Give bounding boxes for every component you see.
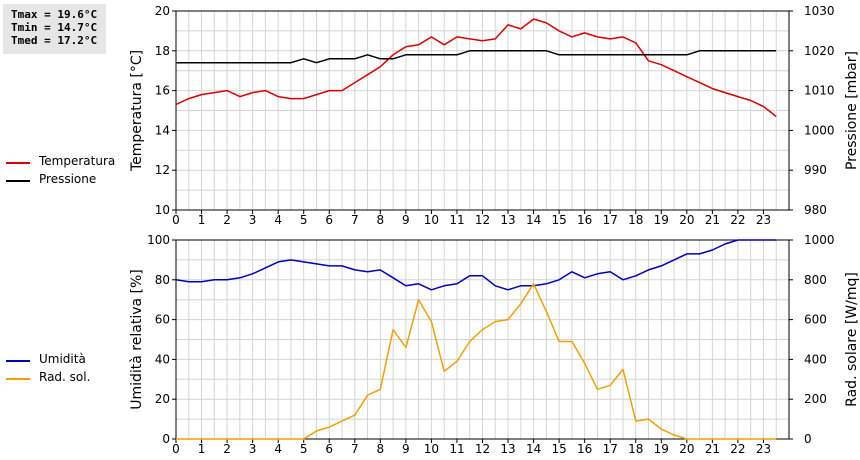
- bottom-x-tick-label: 0: [172, 442, 180, 456]
- bottom-x-tick-label: 12: [475, 442, 490, 456]
- bottom-x-tick-label: 6: [325, 442, 333, 456]
- top-yl-tick-label: 16: [155, 84, 170, 98]
- top-x-tick-label: 16: [577, 213, 592, 227]
- top-x-tick-label: 12: [475, 213, 490, 227]
- bottom-yl-tick-label: 80: [155, 273, 170, 287]
- stats-box: Tmax = 19.6°C Tmin = 14.7°C Tmed = 17.2°…: [3, 4, 106, 54]
- bottom-x-tick-label: 20: [679, 442, 694, 456]
- tmin-stat: Tmin = 14.7°C: [11, 21, 98, 34]
- bottom-x-tick-label: 11: [449, 442, 464, 456]
- bottom-x-tick-label: 5: [300, 442, 308, 456]
- top-x-tick-label: 0: [172, 213, 180, 227]
- bottom-x-tick-label: 18: [628, 442, 643, 456]
- top-yr-tick-label: 1010: [804, 84, 835, 98]
- bottom-yr-tick-label: 1000: [804, 233, 835, 247]
- top-x-tick-label: 22: [730, 213, 745, 227]
- bottom-yl-tick-label: 0: [162, 432, 170, 446]
- top-x-tick-label: 19: [654, 213, 669, 227]
- tmax-stat: Tmax = 19.6°C: [11, 8, 98, 21]
- bottom-x-tick-label: 3: [249, 442, 257, 456]
- series-line-pressione: [176, 50, 777, 64]
- bottom-x-tick-label: 2: [223, 442, 231, 456]
- top-yr-tick-label: 980: [804, 203, 827, 217]
- top-x-tick-label: 3: [249, 213, 257, 227]
- top-x-tick-label: 4: [274, 213, 282, 227]
- series-line-rad-sol: [176, 283, 777, 440]
- bottom-x-tick-label: 9: [402, 442, 410, 456]
- bottom-x-tick-label: 17: [603, 442, 618, 456]
- top-yl-tick-label: 10: [155, 203, 170, 217]
- top-yl-tick-label: 14: [155, 123, 170, 137]
- bottom-x-tick-label: 21: [705, 442, 720, 456]
- bottom-yl-tick-label: 60: [155, 313, 170, 327]
- top-x-tick-label: 23: [756, 213, 771, 227]
- legend-label-rad-sol: Rad. sol.: [39, 370, 91, 384]
- series-line-temperatura: [175, 18, 777, 118]
- legend-label-umidita: Umidità: [39, 352, 86, 366]
- bottom-yl-tick-label: 40: [155, 352, 170, 366]
- bottom-x-tick-label: 10: [424, 442, 439, 456]
- bottom-x-tick-label: 15: [551, 442, 566, 456]
- tmed-stat: Tmed = 17.2°C: [11, 34, 98, 47]
- top-x-tick-label: 13: [500, 213, 515, 227]
- top-x-tick-label: 18: [628, 213, 643, 227]
- top-x-tick-label: 20: [679, 213, 694, 227]
- top-x-tick-label: 21: [705, 213, 720, 227]
- top-x-tick-label: 10: [424, 213, 439, 227]
- bottom-x-tick-label: 23: [756, 442, 771, 456]
- legend-swatch-temperatura: [6, 162, 30, 164]
- bottom-yr-tick-label: 800: [804, 273, 827, 287]
- top-yr-tick-label: 1030: [804, 4, 835, 18]
- top-x-tick-label: 6: [325, 213, 333, 227]
- bottom-yr-tick-label: 400: [804, 352, 827, 366]
- top-yl-tick-label: 18: [155, 44, 170, 58]
- bottom-yl-tick-label: 100: [147, 233, 170, 247]
- legend-swatch-pressione: [6, 180, 30, 182]
- series-line-umidit: [175, 239, 777, 291]
- top-ylabel-left: Temperatura [°C]: [129, 50, 145, 172]
- top-x-tick-label: 8: [377, 213, 385, 227]
- top-x-tick-label: 7: [351, 213, 359, 227]
- top-ylabel-right: Pressione [mbar]: [844, 51, 860, 170]
- top-x-tick-label: 5: [300, 213, 308, 227]
- legend-swatch-umidita: [6, 360, 30, 362]
- bottom-x-tick-label: 14: [526, 442, 541, 456]
- top-yr-tick-label: 1000: [804, 123, 835, 137]
- bottom-yr-tick-label: 200: [804, 392, 827, 406]
- bottom-x-tick-label: 1: [198, 442, 206, 456]
- legend-swatch-rad-sol: [6, 378, 30, 380]
- bottom-ylabel-right: Rad. solare [W/mq]: [844, 272, 860, 407]
- bottom-yl-tick-label: 20: [155, 392, 170, 406]
- top-x-tick-label: 17: [603, 213, 618, 227]
- bottom-x-tick-label: 8: [377, 442, 385, 456]
- bottom-yr-tick-label: 0: [804, 432, 812, 446]
- bottom-x-tick-label: 16: [577, 442, 592, 456]
- bottom-x-tick-label: 7: [351, 442, 359, 456]
- top-x-tick-label: 1: [198, 213, 206, 227]
- top-x-tick-label: 11: [449, 213, 464, 227]
- top-yr-tick-label: 990: [804, 163, 827, 177]
- top-x-tick-label: 2: [223, 213, 231, 227]
- bottom-x-tick-label: 19: [654, 442, 669, 456]
- top-x-tick-label: 9: [402, 213, 410, 227]
- top-x-tick-label: 14: [526, 213, 541, 227]
- top-yl-tick-label: 20: [155, 4, 170, 18]
- bottom-x-tick-label: 4: [274, 442, 282, 456]
- legend-label-temperatura: Temperatura: [39, 154, 116, 168]
- bottom-ylabel-left: Umidità relativa [%]: [129, 269, 145, 410]
- bottom-x-tick-label: 22: [730, 442, 745, 456]
- bottom-yr-tick-label: 600: [804, 313, 827, 327]
- legend-label-pressione: Pressione: [39, 172, 97, 186]
- top-yr-tick-label: 1020: [804, 44, 835, 58]
- bottom-x-tick-label: 13: [500, 442, 515, 456]
- top-x-tick-label: 15: [551, 213, 566, 227]
- top-yl-tick-label: 12: [155, 163, 170, 177]
